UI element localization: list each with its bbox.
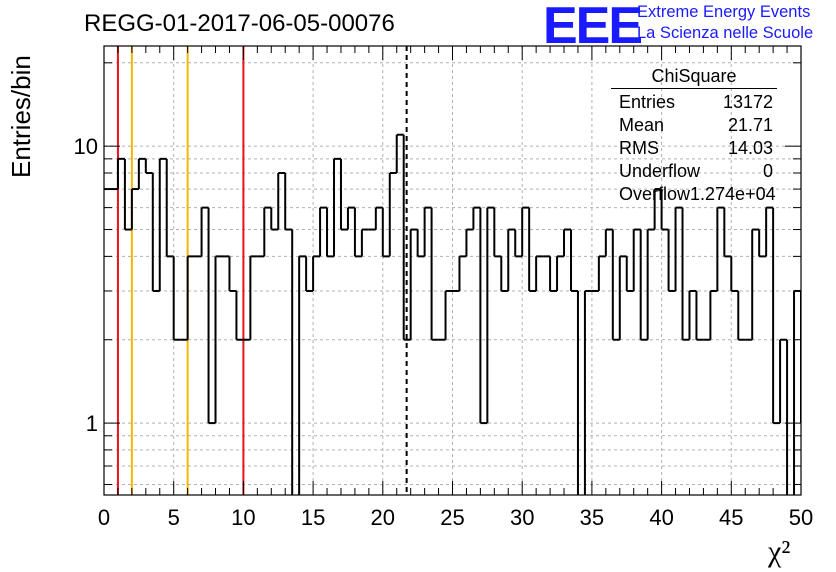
y-tick-label: 10 [74, 134, 98, 159]
stats-row-mean: Mean 21.71 [619, 115, 773, 135]
stats-row-entries: Entries 13172 [619, 92, 773, 112]
logo-caption: Extreme Energy Events La Scienza nelle S… [637, 2, 813, 44]
x-tick-label: 50 [789, 505, 813, 530]
x-tick-label: 5 [168, 505, 180, 530]
x-tick-label: 45 [719, 505, 743, 530]
y-axis-label: Entries/bin [6, 55, 36, 178]
logo-line-1: Extreme Energy Events [637, 3, 811, 21]
eee-logo: EEE [543, 0, 643, 55]
stats-title: ChiSquare [611, 66, 777, 89]
x-tick-label: 40 [649, 505, 673, 530]
x-axis-label: χ² [768, 535, 791, 568]
logo-line-2: La Scienza nelle Scuole [637, 24, 814, 42]
x-tick-label: 10 [231, 505, 255, 530]
stats-row-overflow: Overflow 1.274e+04 [619, 184, 776, 204]
stats-box: ChiSquare Entries 13172 Mean 21.71 RMS 14.0… [611, 66, 777, 206]
x-tick-label: 25 [440, 505, 464, 530]
x-tick-label: 35 [580, 505, 604, 530]
stats-row-rms: RMS 14.03 [619, 138, 773, 158]
histogram-series [104, 133, 801, 495]
chart-title: REGG-01-2017-06-05-00076 [84, 10, 395, 37]
y-tick-label: 1 [86, 411, 98, 436]
x-tick-label: 0 [98, 505, 110, 530]
x-tick-label: 30 [510, 505, 534, 530]
x-tick-label: 15 [301, 505, 325, 530]
x-tick-label: 20 [371, 505, 395, 530]
stats-row-underflow: Underflow 0 [619, 161, 773, 181]
